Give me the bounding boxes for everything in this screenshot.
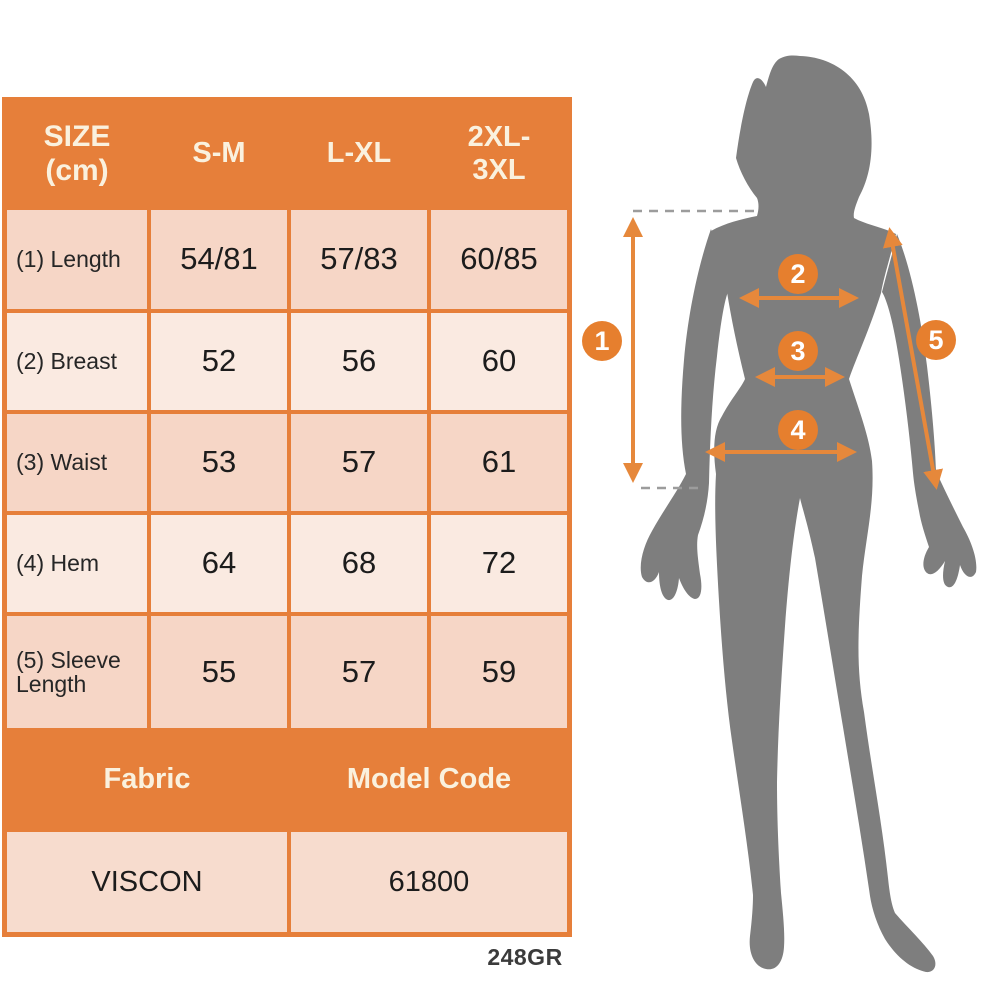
row-sleeve-label: (5) Sleeve Length xyxy=(7,616,147,728)
row-length-sm: 54/81 xyxy=(151,210,287,309)
header-size-2xl3xl-label: 2XL-3XL xyxy=(467,120,531,186)
row-sleeve-sm: 55 xyxy=(151,616,287,728)
size-chart-table: SIZE (cm) S-M L-XL 2XL-3XL (1) Length 54… xyxy=(2,97,572,937)
measure-marker-4: 4 xyxy=(778,410,818,450)
measure-marker-2: 2 xyxy=(778,254,818,294)
row-breast-sm: 52 xyxy=(151,313,287,410)
header-size-lxl-label: L-XL xyxy=(326,137,392,170)
header-model-code: Model Code xyxy=(291,732,567,828)
measure-marker-1: 1 xyxy=(582,321,622,361)
row-breast-label: (2) Breast xyxy=(7,313,147,410)
row-breast-lxl: 56 xyxy=(291,313,427,410)
row-hem-lxl: 68 xyxy=(291,515,427,612)
sleeve-arrow xyxy=(882,227,944,490)
row-breast-2xl3xl: 60 xyxy=(431,313,567,410)
row-sleeve-lxl: 57 xyxy=(291,616,427,728)
row-waist-2xl3xl: 61 xyxy=(431,414,567,511)
weight-note: 248GR xyxy=(487,944,563,970)
row-hem-sm: 64 xyxy=(151,515,287,612)
row-waist-sm: 53 xyxy=(151,414,287,511)
row-waist-lxl: 57 xyxy=(291,414,427,511)
header-size-sm: S-M xyxy=(151,102,287,206)
header-size-cm-label: SIZE (cm) xyxy=(43,119,111,188)
woman-silhouette xyxy=(640,55,977,973)
row-length-lxl: 57/83 xyxy=(291,210,427,309)
header-fabric: Fabric xyxy=(7,732,287,828)
row-length-2xl3xl: 60/85 xyxy=(431,210,567,309)
row-breast-text: (2) Breast xyxy=(16,348,117,375)
measure-marker-5: 5 xyxy=(916,320,956,360)
header-size-2xl3xl: 2XL-3XL xyxy=(431,102,567,206)
header-size-cm: SIZE (cm) xyxy=(7,102,147,206)
silhouette-body xyxy=(711,55,936,973)
header-size-lxl: L-XL xyxy=(291,102,427,206)
row-sleeve-2xl3xl: 59 xyxy=(431,616,567,728)
row-waist-text: (3) Waist xyxy=(16,449,108,476)
measure-marker-3: 3 xyxy=(778,331,818,371)
header-size-sm-label: S-M xyxy=(192,137,246,170)
row-waist-label: (3) Waist xyxy=(7,414,147,511)
row-hem-text: (4) Hem xyxy=(16,550,100,577)
silhouette-right-arm xyxy=(882,234,977,588)
row-hem-2xl3xl: 72 xyxy=(431,515,567,612)
silhouette-left-arm xyxy=(640,229,728,601)
row-sleeve-text: (5) Sleeve Length xyxy=(16,646,121,697)
fabric-value: VISCON xyxy=(7,832,287,932)
row-length-label: (1) Length xyxy=(7,210,147,309)
row-hem-label: (4) Hem xyxy=(7,515,147,612)
row-length-text: (1) Length xyxy=(16,246,121,273)
model-code-value: 61800 xyxy=(291,832,567,932)
